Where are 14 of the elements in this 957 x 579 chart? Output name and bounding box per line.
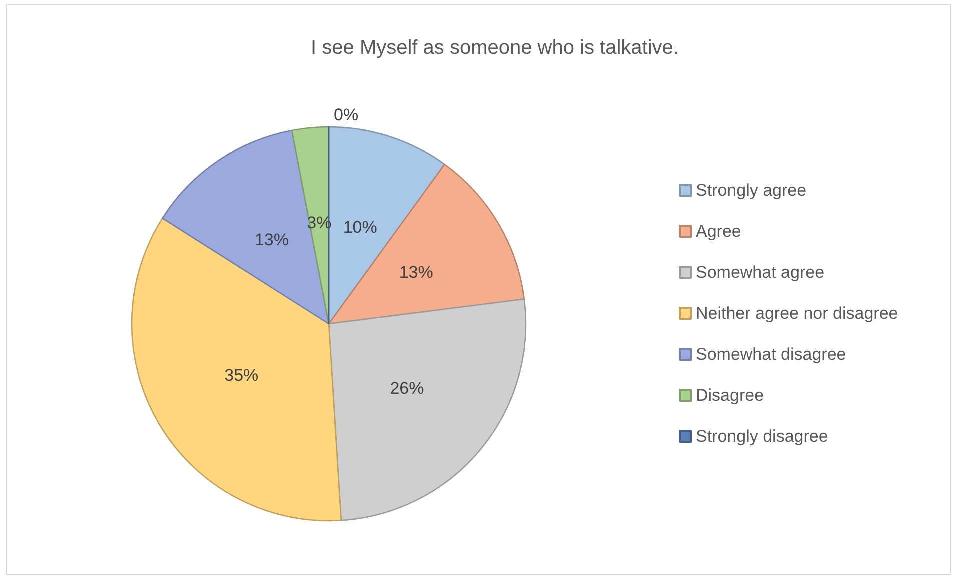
legend-label: Neither agree nor disagree [696,304,898,323]
legend-label: Agree [696,222,742,241]
legend-label: Strongly disagree [696,427,828,446]
data-label: 35% [224,366,259,386]
legend-label: Somewhat disagree [696,345,846,364]
chart-title: I see Myself as someone who is talkative. [311,37,679,59]
data-label: 10% [343,218,378,237]
data-label: 26% [390,379,424,398]
legend-label: Somewhat agree [696,263,825,282]
legend-label: Strongly agree [696,181,807,200]
data-label: 13% [254,230,289,250]
legend-label: Disagree [696,386,764,405]
text: 0% [334,106,359,124]
data-label: 13% [399,262,434,282]
